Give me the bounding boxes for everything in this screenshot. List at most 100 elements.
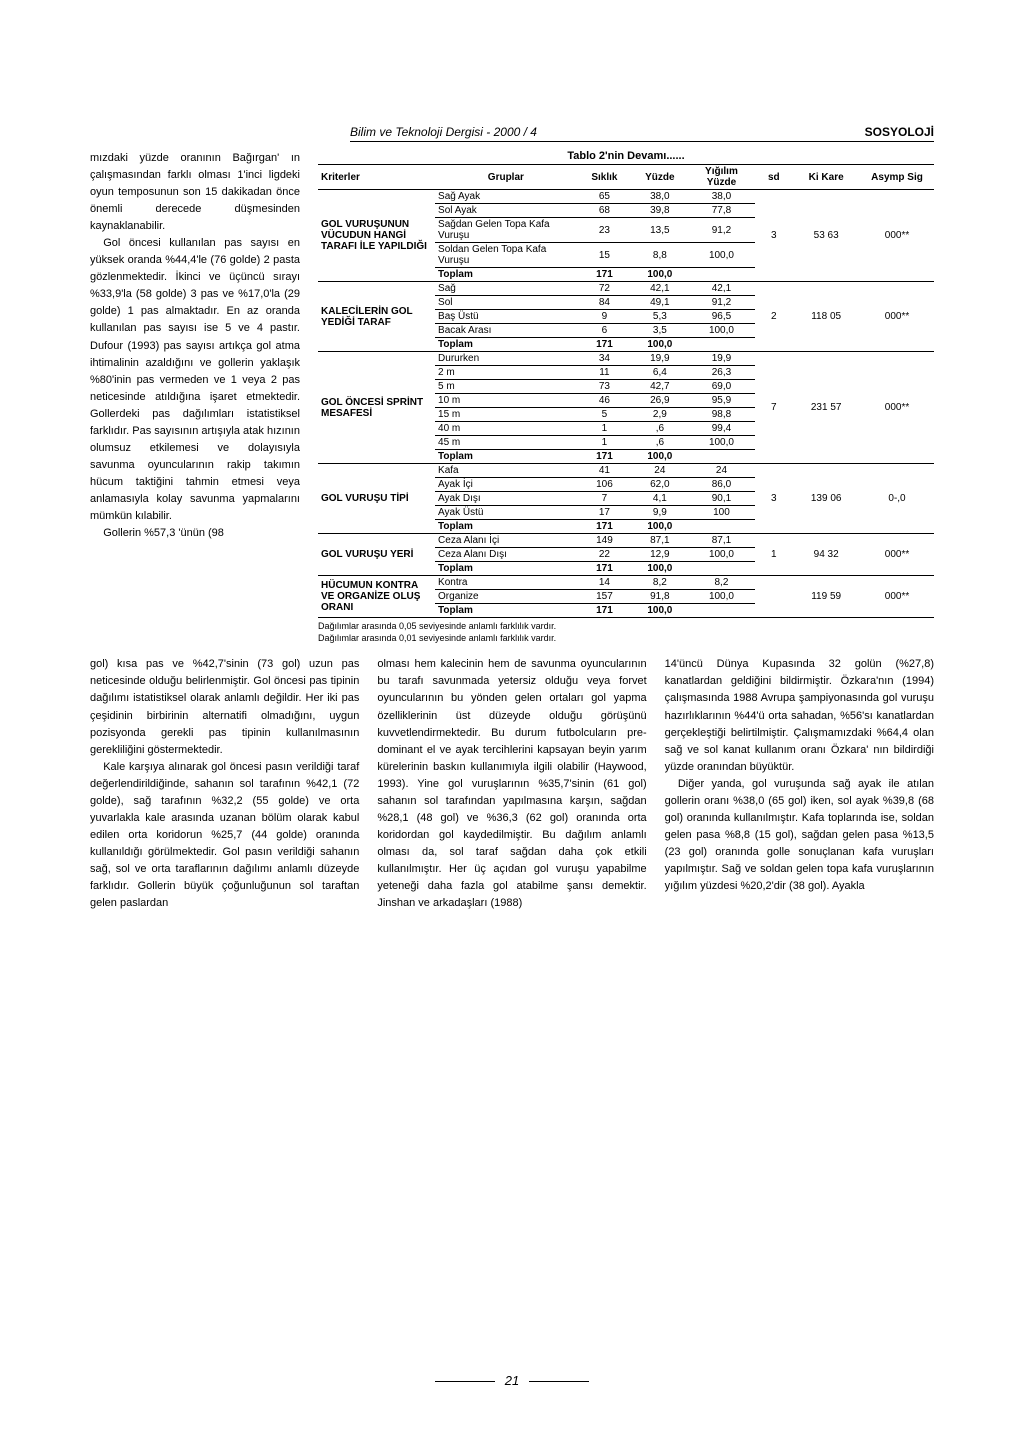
cell: 41 [577, 464, 632, 478]
cell: 26,3 [688, 366, 756, 380]
cell: Bacak Arası [435, 324, 577, 338]
cell: 6,4 [632, 366, 687, 380]
paragraph: 14'üncü Dünya Kupasında 32 golün (%27,8)… [665, 656, 934, 775]
paragraph: Gollerin %57,3 'ünün (98 [90, 525, 300, 542]
cell: 2 m [435, 366, 577, 380]
page-number: 21 [0, 1373, 1024, 1388]
cell: 19,9 [688, 352, 756, 366]
table-footnotes: Dağılımlar arasında 0,05 seviyesinde anl… [318, 621, 934, 644]
cell: 91,8 [632, 590, 687, 604]
cell: 100,0 [632, 450, 687, 464]
cell: Sağ Ayak [435, 190, 577, 204]
col-header: Ki Kare [792, 165, 860, 190]
stat-cell: 3 [755, 464, 792, 534]
col-header: Yığılım Yüzde [688, 165, 756, 190]
cell: 1 [577, 436, 632, 450]
stat-cell: 139 06 [792, 464, 860, 534]
cell: 5 [577, 408, 632, 422]
cell: Toplam [435, 338, 577, 352]
cell: 149 [577, 534, 632, 548]
section-title: SOSYOLOJİ [865, 125, 934, 139]
cell: 14 [577, 576, 632, 590]
cell: Sağ [435, 282, 577, 296]
cell: 96,5 [688, 310, 756, 324]
cell: 100,0 [632, 604, 687, 618]
cell: 1 [577, 422, 632, 436]
stat-cell: 94 32 [792, 534, 860, 576]
cell: ,6 [632, 422, 687, 436]
cell: 26,9 [632, 394, 687, 408]
stat-cell: 53 63 [792, 190, 860, 282]
paragraph: Gol öncesi kullanılan pas sayısı en yüks… [90, 235, 300, 525]
cell: Toplam [435, 268, 577, 282]
stat-cell: 000** [860, 576, 934, 618]
cell: 17 [577, 506, 632, 520]
cell: 38,0 [688, 190, 756, 204]
cell: Dururken [435, 352, 577, 366]
data-table: Kriterler Gruplar Sıklık Yüzde Yığılım Y… [318, 164, 934, 618]
cell [688, 562, 756, 576]
stat-cell: 231 57 [792, 352, 860, 464]
lower-col-3: 14'üncü Dünya Kupasında 32 golün (%27,8)… [665, 656, 934, 912]
lower-col-2: olması hem kalecinin hem de savunma oyun… [377, 656, 646, 912]
cell: 99,4 [688, 422, 756, 436]
paragraph: Diğer yanda, gol vuruşunda sağ ayak ile … [665, 776, 934, 895]
cell: 87,1 [632, 534, 687, 548]
cell: 100,0 [688, 436, 756, 450]
cell: 42,7 [632, 380, 687, 394]
cell: 5,3 [632, 310, 687, 324]
cell: 5 m [435, 380, 577, 394]
cell: ,6 [632, 436, 687, 450]
table-row: GOL VURUŞUNUN VÜCUDUN HANGİ TARAFI İLE Y… [318, 190, 934, 204]
cell: 98,8 [688, 408, 756, 422]
cell: 15 [577, 243, 632, 268]
cell: Sağdan Gelen Topa Kafa Vuruşu [435, 218, 577, 243]
cell: 87,1 [688, 534, 756, 548]
cell: 12,9 [632, 548, 687, 562]
cell: Ayak Dışı [435, 492, 577, 506]
cell: Toplam [435, 604, 577, 618]
cell: 90,1 [688, 492, 756, 506]
lower-col-1: gol) kısa pas ve %42,7'sinin (73 gol) uz… [90, 656, 359, 912]
cell: Kafa [435, 464, 577, 478]
cell: 38,0 [632, 190, 687, 204]
paragraph: Kale karşıya alınarak gol öncesi pasın v… [90, 759, 359, 912]
cell: Toplam [435, 450, 577, 464]
cell: 23 [577, 218, 632, 243]
cell: 69,0 [688, 380, 756, 394]
paragraph: mızdaki yüzde oranının Bağırgan' ın çalı… [90, 150, 300, 235]
cell: 22 [577, 548, 632, 562]
cell: 6 [577, 324, 632, 338]
paragraph: gol) kısa pas ve %42,7'sinin (73 gol) uz… [90, 656, 359, 758]
cell: 2,9 [632, 408, 687, 422]
cell: 68 [577, 204, 632, 218]
cell: 15 m [435, 408, 577, 422]
cell: Ceza Alanı İçi [435, 534, 577, 548]
footnote: Dağılımlar arasında 0,05 seviyesinde anl… [318, 621, 934, 633]
cell: 13,5 [632, 218, 687, 243]
cell: 100,0 [688, 548, 756, 562]
cell: 171 [577, 520, 632, 534]
cell: 100,0 [688, 324, 756, 338]
group-label: GOL ÖNCESİ SPRİNT MESAFESİ [318, 352, 435, 464]
cell: 100,0 [632, 562, 687, 576]
cell: 100,0 [632, 268, 687, 282]
cell: Ayak Üstü [435, 506, 577, 520]
table-row: KALECİLERİN GOL YEDİĞİ TARAFSağ7242,142,… [318, 282, 934, 296]
cell: 9,9 [632, 506, 687, 520]
cell: 4,1 [632, 492, 687, 506]
table-row: GOL VURUŞU TİPİKafa4124243139 060-,0 [318, 464, 934, 478]
cell: 11 [577, 366, 632, 380]
stat-cell: 000** [860, 352, 934, 464]
group-label: HÜCUMUN KONTRA VE ORGANİZE OLUŞ ORANI [318, 576, 435, 618]
cell: 7 [577, 492, 632, 506]
stat-cell [755, 576, 792, 618]
table-header-row: Kriterler Gruplar Sıklık Yüzde Yığılım Y… [318, 165, 934, 190]
group-label: GOL VURUŞU TİPİ [318, 464, 435, 534]
cell: 171 [577, 604, 632, 618]
lower-columns: gol) kısa pas ve %42,7'sinin (73 gol) uz… [90, 656, 934, 912]
stat-cell: 000** [860, 534, 934, 576]
stat-cell: 0-,0 [860, 464, 934, 534]
cell: 100,0 [688, 243, 756, 268]
cell: 157 [577, 590, 632, 604]
